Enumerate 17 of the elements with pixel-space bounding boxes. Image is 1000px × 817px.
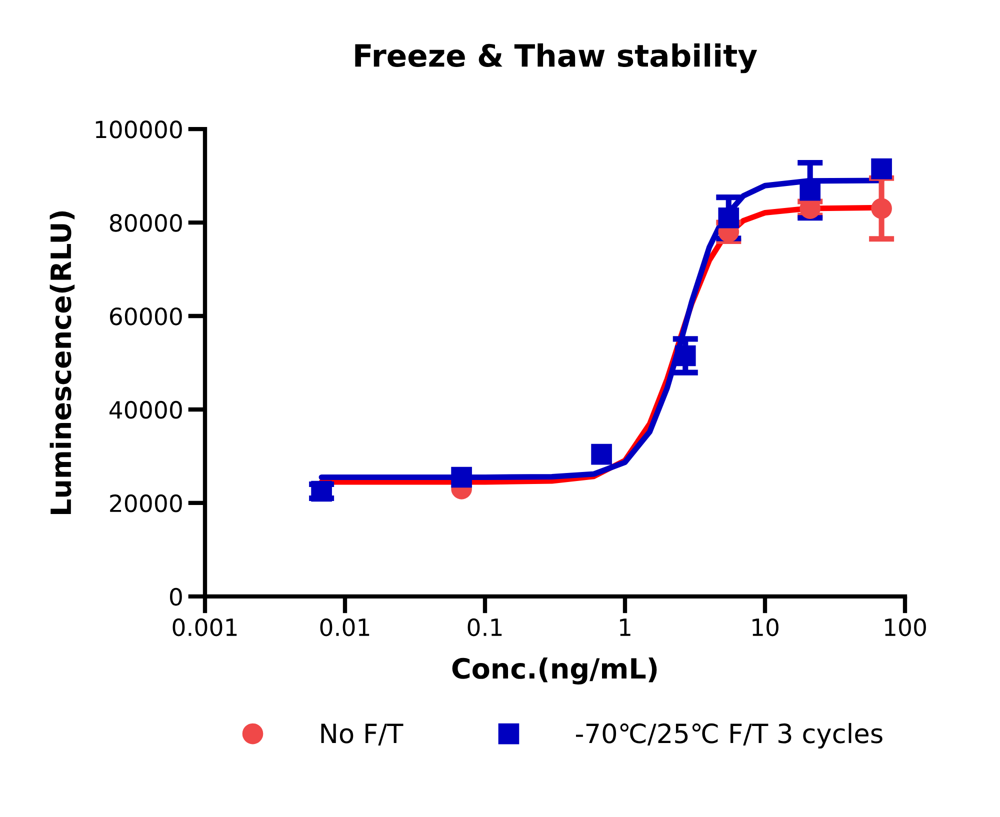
x-tick-label: 100 [885,618,926,636]
y-tick-label: 60000 [110,307,182,326]
x-tick-label: 1 [620,618,630,636]
y-tick-label: 20000 [110,494,182,512]
x-tick-label: 0.001 [172,618,237,636]
y-tick-label: 0 [170,588,182,606]
x-tick-label: 0.01 [320,618,370,636]
x-tick-label: 10 [752,618,778,636]
legend-label: -70℃/25℃ F/T 3 cycles [576,722,882,749]
chart-title: Freeze & Thaw stability [355,43,758,74]
legend-label: No F/T [321,724,404,746]
x-axis-title: Conc.(ng/mL) [452,657,657,685]
y-tick-label: 100000 [96,120,182,138]
x-tick-label: 0.1 [468,618,502,636]
y-axis-title: Luminescence(RLU) [50,211,75,514]
y-tick-label: 80000 [110,214,182,232]
y-tick-label: 40000 [110,400,182,419]
